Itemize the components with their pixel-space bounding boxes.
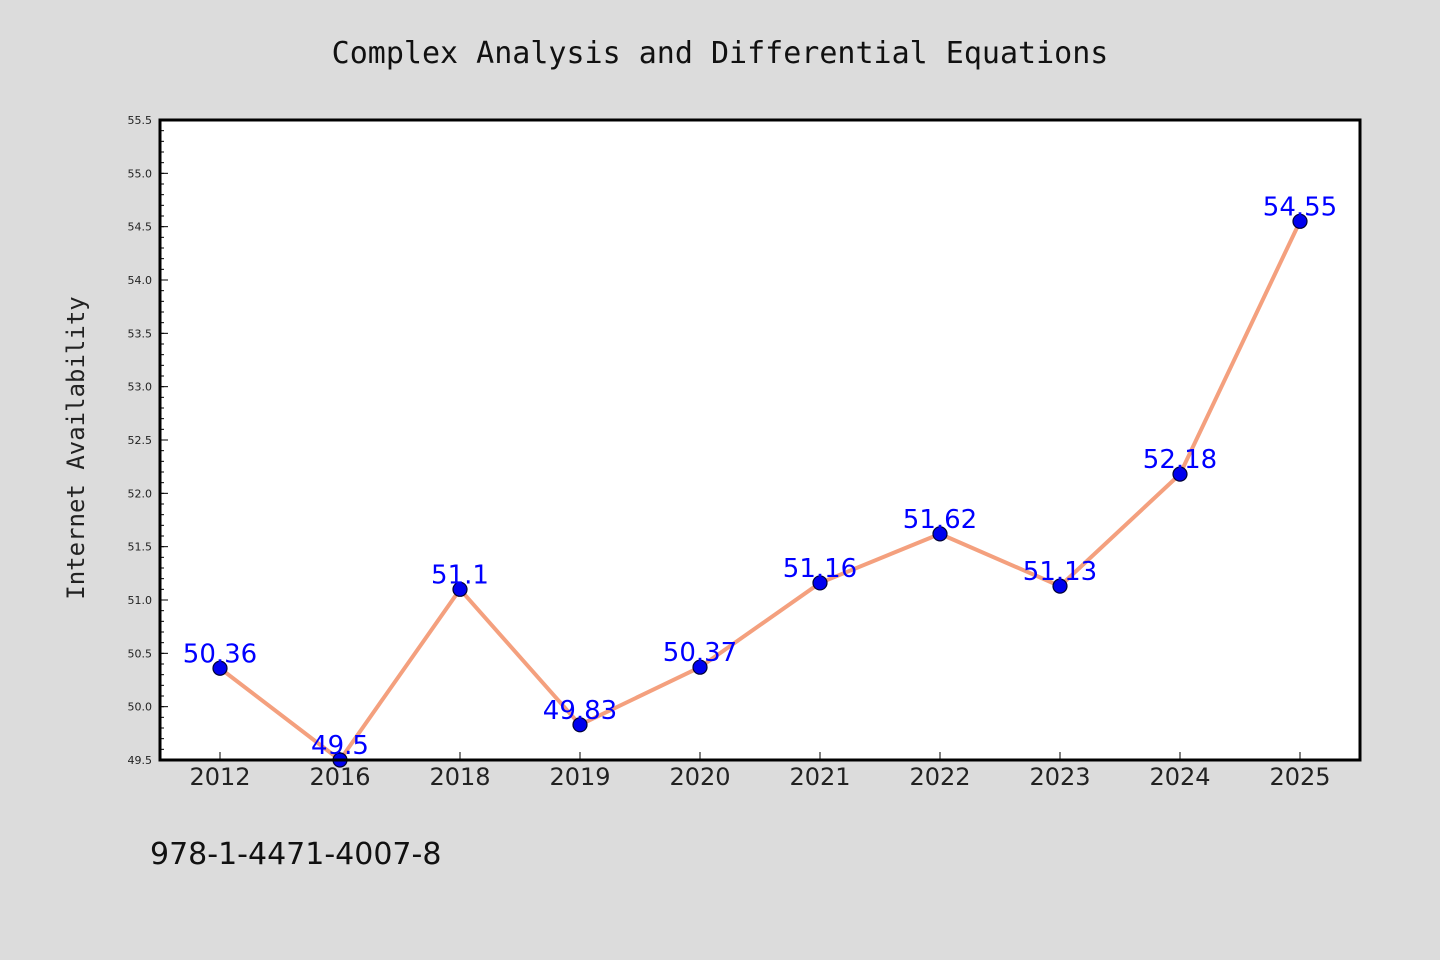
y-axis-label: Internet Availability [62,296,90,599]
series-line [218,219,1302,762]
data-label: 50.37 [663,638,737,668]
x-tick-label: 2019 [549,763,610,791]
data-label: 49.5 [311,731,369,761]
chart-title: Complex Analysis and Differential Equati… [332,36,1109,71]
data-point [692,659,708,675]
y-tick-label: 55.5 [128,114,153,127]
data-point [572,717,588,733]
data-label: 51.62 [903,505,977,535]
data-label: 51.16 [783,554,857,584]
x-tick-label: 2025 [1269,763,1330,791]
data-point [1052,578,1068,594]
series-markers [212,213,1308,768]
x-tick-label: 2022 [909,763,970,791]
data-label: 52.18 [1143,445,1217,475]
y-axis: 49.5 50.0 50.5 51.0 51.5 52.0 52.5 53.0 53.5 54.0… [128,114,168,767]
data-label: 51.1 [431,560,489,590]
y-tick-label: 54.5 [128,221,153,234]
y-tick-label: 51.5 [128,541,153,554]
data-label: 54.55 [1263,192,1337,222]
y-tick-label: 51.0 [128,594,153,607]
y-tick-label: 53.5 [128,327,153,340]
plot-frame [158,118,1362,762]
data-labels: 50.36 49.5 51.1 49.83 50.37 51.16 51.62 51.13 52… [183,192,1337,761]
data-label: 51.13 [1023,557,1097,587]
data-point [1172,466,1188,482]
x-tick-label: 2016 [309,763,370,791]
y-tick-label: 54.0 [128,274,153,287]
data-point [452,581,468,597]
x-tick-label: 2021 [789,763,850,791]
data-point [1292,213,1308,229]
data-point [932,526,948,542]
y-tick-label: 53.0 [128,381,153,394]
x-axis: 2012 2016 2018 2019 2020 2021 2022 2023 2024 2025 [189,752,1331,791]
y-tick-label: 52.5 [128,434,153,447]
x-tick-label: 2018 [429,763,490,791]
data-point [812,575,828,591]
y-tick-label: 50.5 [128,647,153,660]
x-tick-label: 2012 [189,763,250,791]
y-tick-label: 52.0 [128,487,153,500]
footer-isbn: 978-1-4471-4007-8 [150,837,441,872]
plot-area [160,120,1360,760]
y-tick-label: 50.0 [128,701,153,714]
x-tick-label: 2023 [1029,763,1090,791]
data-label: 49.83 [543,696,617,726]
data-label: 50.36 [183,639,257,669]
data-point [212,660,228,676]
y-tick-label: 55.0 [128,167,153,180]
y-tick-label: 49.5 [128,754,153,767]
series-polyline [218,219,1302,762]
x-tick-label: 2020 [669,763,730,791]
x-tick-label: 2024 [1149,763,1210,791]
